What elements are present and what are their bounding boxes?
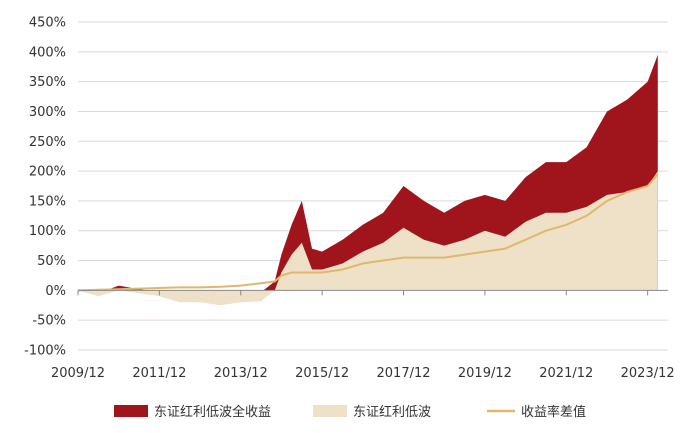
series-spread-line [77,173,659,292]
y-tick-label: 400% [29,45,66,60]
x-axis-ticks: 2009/12 2011/12 2013/12 2015/12 2017/12 2019/… [51,290,675,381]
x-tick-label: 2009/12 [51,366,105,381]
x-tick-label: 2015/12 [295,366,349,381]
y-tick-label: -100% [24,344,66,359]
x-tick-label: 2017/12 [377,366,431,381]
x-tick-label: 2013/12 [214,366,268,381]
x-tick-label: 2023/12 [621,366,675,381]
legend: 东证红利低波全收益 东证红利低波 收益率差值 [114,404,586,420]
legend-index-swatch [313,405,347,417]
y-tick-label: 300% [29,105,66,120]
series-index-area [78,171,658,306]
x-tick-label: 2019/12 [458,366,512,381]
legend-index: 东证红利低波 [313,404,431,420]
line-series [77,173,659,292]
y-tick-label: 250% [29,135,66,150]
area-series [78,54,658,306]
y-tick-label: 100% [29,224,66,239]
y-tick-label: 200% [29,165,66,180]
legend-total-return: 东证红利低波全收益 [114,404,271,420]
legend-index-label: 东证红利低波 [353,404,431,420]
y-tick-label: 0% [45,284,66,299]
x-tick-label: 2011/12 [132,366,186,381]
x-tick-label: 2021/12 [539,366,593,381]
y-tick-label: 50% [37,254,66,269]
y-tick-label: 350% [29,75,66,90]
y-tick-label: -50% [32,314,66,329]
legend-spread-label: 收益率差值 [521,404,586,420]
y-axis-ticks: 450% 400% 350% 300% 250% 200% 150% 100% 50% 0% -50… [24,16,66,359]
legend-total-return-swatch [114,405,148,417]
y-tick-label: 450% [29,16,66,31]
legend-total-return-label: 东证红利低波全收益 [154,404,271,420]
y-tick-label: 150% [29,194,66,209]
legend-spread: 收益率差值 [487,404,586,420]
